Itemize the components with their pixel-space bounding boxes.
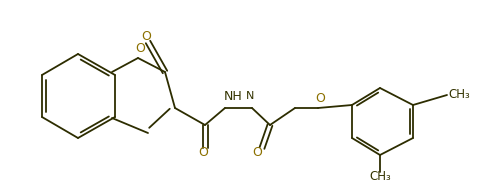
Text: O: O: [315, 92, 325, 105]
Text: CH₃: CH₃: [448, 89, 470, 101]
Text: CH₃: CH₃: [369, 170, 391, 184]
Text: NH: NH: [223, 89, 243, 102]
Text: O: O: [141, 31, 151, 44]
Text: O: O: [198, 146, 208, 159]
Text: O: O: [135, 41, 145, 55]
Text: N: N: [246, 91, 254, 101]
Text: O: O: [252, 146, 262, 159]
